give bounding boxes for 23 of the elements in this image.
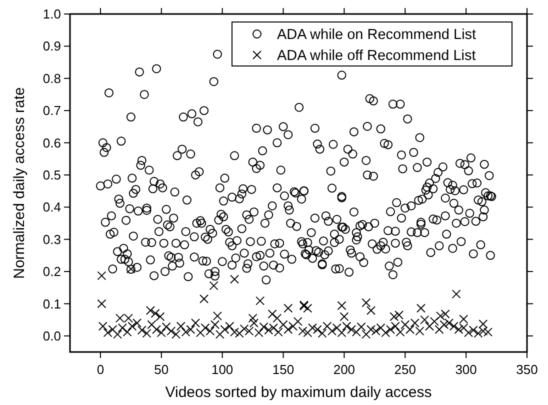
y-tick-label: 0.3 xyxy=(42,232,61,247)
x-tick-label: 250 xyxy=(394,362,416,377)
y-tick-label: 0.6 xyxy=(42,135,61,150)
x-tick-label: 200 xyxy=(333,362,356,377)
legend-label: ADA while off Recommend List xyxy=(277,48,476,64)
x-tick-label: 100 xyxy=(211,362,234,377)
x-tick-label: 150 xyxy=(272,362,294,377)
y-tick-label: 0.9 xyxy=(42,38,61,54)
x-tick-label: 50 xyxy=(154,362,169,377)
y-tick-label: 0.0 xyxy=(42,328,61,344)
y-tick-label: 0.4 xyxy=(42,200,61,215)
x-tick-label: 0 xyxy=(96,362,104,377)
x-tick-label: 300 xyxy=(455,362,477,377)
y-tick-label: 0.5 xyxy=(42,168,61,182)
x-axis-title: Videos sorted by maximum daily access xyxy=(165,384,432,401)
y-tick-label: 0.1 xyxy=(42,296,61,312)
y-tick-label: 0.8 xyxy=(42,70,61,86)
legend-label: ADA while on Recommend List xyxy=(277,27,476,44)
y-tick-label: 0.2 xyxy=(42,264,61,280)
y-tick-label: 0.7 xyxy=(42,103,61,118)
x-tick-label: 350 xyxy=(516,362,538,377)
y-axis-title: Normalized daily access rate xyxy=(11,87,28,279)
y-tick-label: 1.0 xyxy=(42,6,61,22)
